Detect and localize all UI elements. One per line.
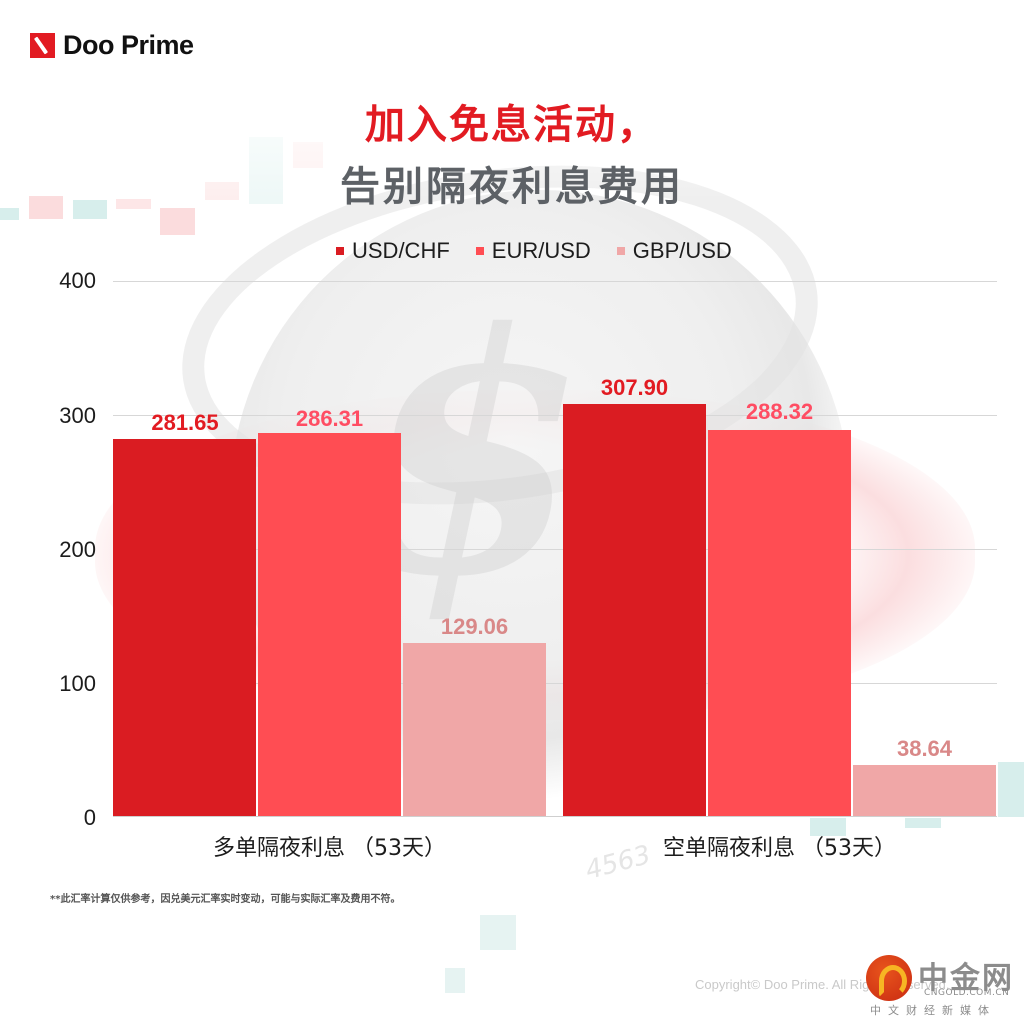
doo-prime-logo: Doo Prime (30, 30, 194, 61)
y-tick-400: 400 (59, 268, 96, 293)
legend-item-eurusd: EUR/USD (475, 238, 591, 264)
disclaimer-footnote: **此汇率计算仅供参考，因兑美元汇率实时变动，可能与实际汇率及费用不符。 (50, 894, 401, 905)
bar-short-eurusd (708, 430, 851, 816)
bar-long-gbpusd (403, 643, 546, 816)
legend-swatch-icon (616, 247, 625, 255)
legend-label: GBP/USD (632, 238, 732, 263)
watermark-tagline: 中文财经新媒体 (870, 1004, 996, 1017)
legend-swatch-icon (336, 247, 344, 255)
gridline-200 (113, 549, 997, 550)
bar-value-label: 307.90 (600, 375, 669, 400)
gridline-300 (113, 415, 997, 416)
chart-legend: USD/CHF EUR/USD GBP/USD (336, 238, 732, 264)
bar-long-usdchf (113, 439, 256, 816)
gridline-100 (113, 683, 997, 684)
bar-value-label: 281.65 (151, 410, 219, 435)
x-category-long: 多单隔夜利息 （53天） (213, 836, 446, 861)
y-tick-100: 100 (59, 671, 96, 696)
bar-value-label: 286.31 (295, 406, 364, 431)
y-tick-200: 200 (59, 537, 96, 562)
cngold-logo-icon (866, 955, 912, 1001)
legend-label: USD/CHF (352, 238, 450, 263)
cngold-watermark: 中金网 CNGOLD.COM.CN 中文财经新媒体 (866, 953, 1016, 1017)
y-tick-300: 300 (59, 403, 96, 428)
x-category-short: 空单隔夜利息 （53天） (663, 836, 896, 861)
title-line-2: 告别隔夜利息费用 (340, 164, 684, 210)
bar-value-label: 288.32 (745, 399, 814, 424)
bar-short-gbpusd (853, 765, 996, 816)
watermark-name: 中金网 (918, 961, 1014, 996)
bar-short-usdchf (563, 404, 706, 816)
x-axis-baseline (113, 816, 997, 817)
legend-item-gbpusd: GBP/USD (616, 238, 732, 264)
watermark-url: CNGOLD.COM.CN (924, 988, 1010, 998)
gridline-400 (113, 281, 997, 282)
legend-item-usdchf: USD/CHF (336, 238, 450, 264)
bar-long-eurusd (258, 433, 401, 816)
bar-value-label: 129.06 (440, 614, 509, 639)
logo-text: Doo Prime (63, 30, 194, 60)
doo-prime-logo-icon (30, 33, 55, 58)
title-line-1: 加入免息活动， (365, 102, 659, 148)
y-tick-0: 0 (83, 805, 96, 830)
legend-label: EUR/USD (491, 238, 591, 263)
bar-value-label: 38.64 (896, 736, 953, 761)
legend-swatch-icon (475, 247, 484, 255)
